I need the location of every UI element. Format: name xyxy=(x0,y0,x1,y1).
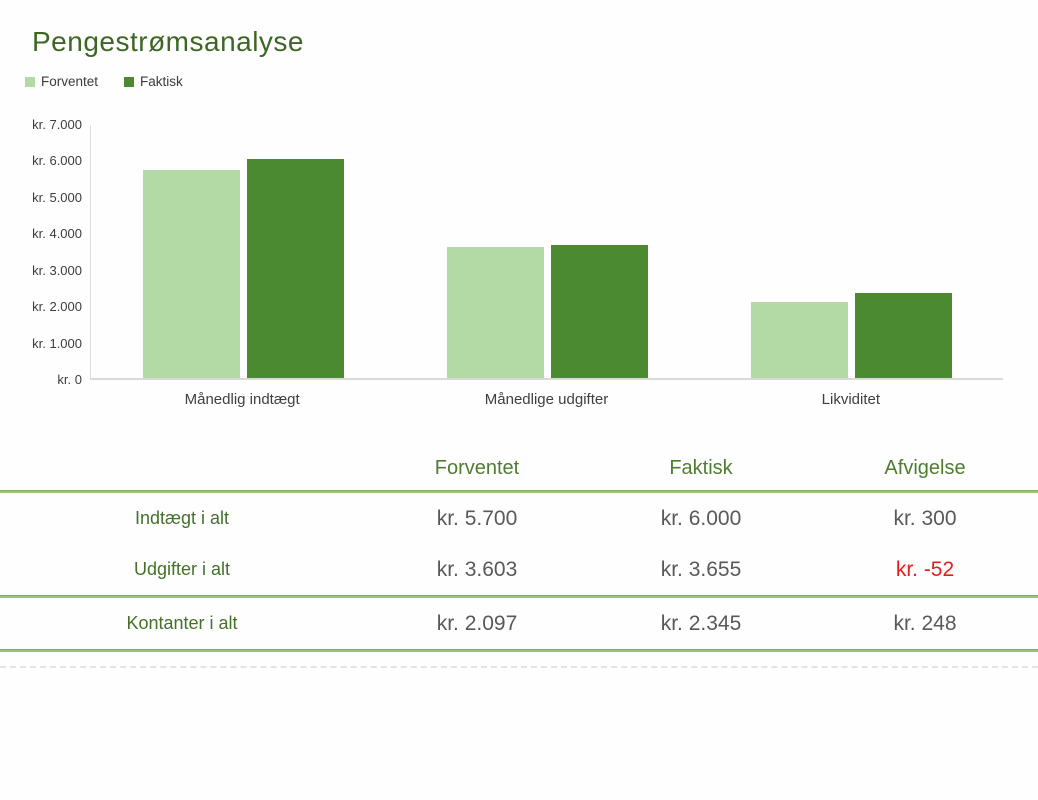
y-axis-tick: kr. 2.000 xyxy=(32,299,82,315)
row-label: Indtægt i alt xyxy=(134,508,230,528)
forventet-swatch-icon xyxy=(25,76,35,87)
y-axis-tick: kr. 6.000 xyxy=(32,153,82,169)
y-axis-tick: kr. 7.000 xyxy=(32,117,82,132)
plot-area xyxy=(90,125,1003,380)
legend-item-faktisk: Faktisk xyxy=(124,74,183,89)
cell-afvigelse: kr. 300 xyxy=(893,506,957,530)
table-divider xyxy=(0,595,1038,598)
row-label: Kontanter i alt xyxy=(126,613,238,633)
bar-group xyxy=(91,125,395,378)
cell-afvigelse: kr. -52 xyxy=(895,557,955,581)
table-header-afvigelse: Afvigelse xyxy=(884,456,966,479)
cell-afvigelse: kr. 248 xyxy=(893,611,957,635)
x-axis-label: Månedlige udgifter xyxy=(484,391,609,408)
y-axis-tick: kr. 0 xyxy=(57,372,82,387)
bar-group xyxy=(699,125,1003,378)
legend-label-faktisk: Faktisk xyxy=(140,74,183,89)
cell-faktisk: kr. 3.655 xyxy=(660,557,742,581)
cell-forventet: kr. 5.700 xyxy=(436,506,518,530)
bar-forventet-2 xyxy=(750,302,848,378)
y-axis: kr. 7.000 kr. 6.000 kr. 5.000 kr. 4.000 kr. … xyxy=(0,117,82,387)
bar-forventet-1 xyxy=(446,247,544,378)
bar-faktisk-1 xyxy=(550,245,648,378)
table-row-kontanter: Kontanter i alt kr. 2.097 kr. 2.345 kr. … xyxy=(0,598,1038,649)
bar-faktisk-2 xyxy=(854,293,952,378)
y-axis-tick: kr. 4.000 xyxy=(32,226,82,242)
table-header-faktisk: Faktisk xyxy=(669,456,733,479)
faktisk-swatch-icon xyxy=(124,76,135,87)
table-row-udgifter: Udgifter i alt kr. 3.603 kr. 3.655 kr. -… xyxy=(0,544,1038,595)
page-title: Pengestrømsanalyse xyxy=(32,26,305,57)
legend-label-forventet: Forventet xyxy=(41,74,99,89)
x-axis-label: Månedlig indtægt xyxy=(184,391,300,408)
cell-faktisk: kr. 2.345 xyxy=(660,611,742,635)
y-axis-tick: kr. 5.000 xyxy=(32,189,82,205)
x-axis-label: Likviditet xyxy=(821,391,880,408)
table-row-indtaegt: Indtægt i alt kr. 5.700 kr. 6.000 kr. 30… xyxy=(0,493,1038,544)
cell-forventet: kr. 2.097 xyxy=(436,611,518,635)
table-divider xyxy=(0,490,1038,493)
table-header-row: Forventet Faktisk Afvigelse xyxy=(0,446,1038,490)
chart-legend: Forventet Faktisk xyxy=(25,74,183,89)
page-break-dashed-line xyxy=(0,666,1038,668)
cell-forventet: kr. 3.603 xyxy=(436,557,518,581)
bar-group xyxy=(395,125,699,378)
bar-faktisk-0 xyxy=(246,159,344,378)
legend-item-forventet: Forventet xyxy=(25,74,98,89)
table-header-forventet: Forventet xyxy=(434,456,520,479)
summary-table: Forventet Faktisk Afvigelse Indtægt i al… xyxy=(0,446,1038,668)
bar-chart: kr. 7.000 kr. 6.000 kr. 5.000 kr. 4.000 kr. … xyxy=(0,117,1038,425)
bar-forventet-0 xyxy=(142,170,240,378)
x-axis-labels: Månedlig indtægt Månedlige udgifter Likvid… xyxy=(90,391,1003,408)
cell-faktisk: kr. 6.000 xyxy=(660,506,742,530)
table-divider xyxy=(0,649,1038,652)
y-axis-tick: kr. 3.000 xyxy=(32,262,82,278)
row-label: Udgifter i alt xyxy=(133,559,231,579)
y-axis-tick: kr. 1.000 xyxy=(32,335,82,351)
